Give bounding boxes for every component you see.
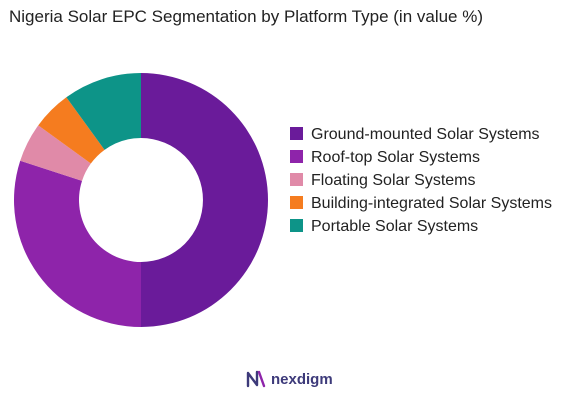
- legend-label: Ground-mounted Solar Systems: [311, 126, 540, 143]
- legend-item-roof-top: Roof-top Solar Systems: [290, 147, 558, 168]
- legend-label: Portable Solar Systems: [311, 218, 479, 235]
- legend-swatch: [290, 219, 303, 232]
- legend-swatch: [290, 173, 303, 186]
- legend-label: Roof-top Solar Systems: [311, 149, 480, 166]
- donut-slice-2: [13, 160, 142, 327]
- legend-label: Building-integrated Solar Systems: [311, 195, 553, 212]
- donut-slice-4: [38, 97, 105, 164]
- donut-slice-5: [66, 73, 141, 150]
- legend-item-floating: Floating Solar Systems: [290, 170, 558, 191]
- legend-swatch: [290, 127, 303, 140]
- brand-name: nexdigm: [271, 370, 333, 388]
- legend-item-ground-mounted: Ground-mounted Solar Systems: [290, 124, 558, 145]
- legend: Ground-mounted Solar Systems Roof-top So…: [290, 124, 558, 239]
- chart-title: Nigeria Solar EPC Segmentation by Platfo…: [9, 7, 484, 26]
- nexdigm-logo-icon: [246, 370, 266, 388]
- donut-slice-1: [141, 73, 268, 327]
- brand-logo: nexdigm: [245, 369, 333, 389]
- legend-item-building-integrated: Building-integrated Solar Systems: [290, 193, 558, 214]
- legend-swatch: [290, 196, 303, 209]
- legend-label: Floating Solar Systems: [311, 172, 476, 189]
- legend-swatch: [290, 150, 303, 163]
- donut-slice-3: [20, 125, 91, 181]
- legend-item-portable: Portable Solar Systems: [290, 216, 558, 237]
